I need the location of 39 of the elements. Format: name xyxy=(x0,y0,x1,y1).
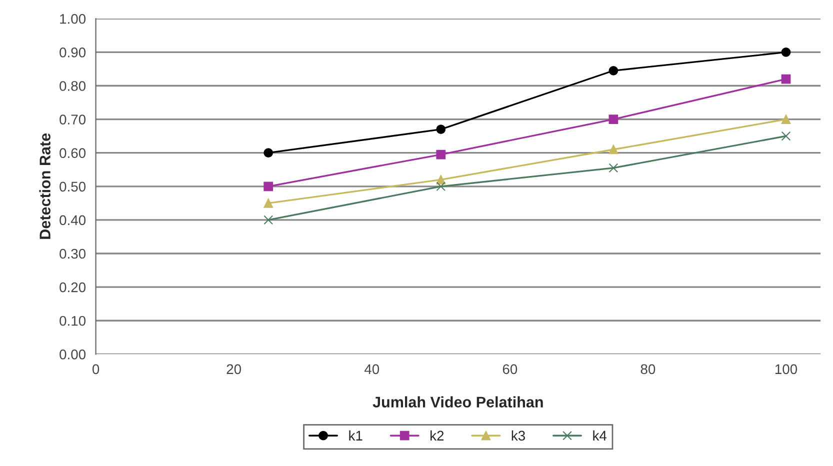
y-tick-label: 0.70 xyxy=(60,114,86,124)
y-axis-title: Detection Rate xyxy=(39,133,50,239)
point xyxy=(436,124,446,134)
point xyxy=(264,182,274,192)
point xyxy=(608,144,618,154)
point xyxy=(436,150,446,160)
point xyxy=(264,148,274,158)
point xyxy=(436,182,446,192)
x-tick-label: 100 xyxy=(775,364,798,374)
y-tick-label: 0.20 xyxy=(60,282,86,292)
y-tick-label: 0.90 xyxy=(60,48,86,58)
point xyxy=(608,114,618,124)
y-tick-label: 0.10 xyxy=(60,316,86,326)
y-tick-label: 1.00 xyxy=(60,14,86,24)
point xyxy=(264,215,274,225)
x-tick-label: 40 xyxy=(364,364,380,374)
legend-label: k2 xyxy=(430,430,444,440)
point xyxy=(264,198,274,208)
y-tick-label: 0.30 xyxy=(60,248,86,259)
x-tick-label: 80 xyxy=(640,364,656,374)
y-tick-label: 0.80 xyxy=(60,81,86,91)
point xyxy=(608,66,618,76)
point xyxy=(781,74,791,84)
x-tick-label: 60 xyxy=(502,364,518,374)
legend-label: k1 xyxy=(349,430,362,440)
point xyxy=(436,175,446,184)
y-tick-label: 0.50 xyxy=(60,182,86,192)
y-tick-label: 0.00 xyxy=(60,349,86,360)
y-tick-label: 0.40 xyxy=(60,215,86,226)
legend-label: k4 xyxy=(593,430,607,440)
point xyxy=(781,114,791,124)
point xyxy=(781,131,791,141)
point xyxy=(608,163,618,173)
point xyxy=(781,48,791,57)
x-tick-label: 20 xyxy=(226,364,242,374)
y-tick-label: 0.60 xyxy=(60,148,86,158)
x-axis-title: Jumlah Video Pelatihan xyxy=(372,396,543,408)
legend-label: k3 xyxy=(512,430,525,441)
x-tick-label: 0 xyxy=(92,364,100,374)
